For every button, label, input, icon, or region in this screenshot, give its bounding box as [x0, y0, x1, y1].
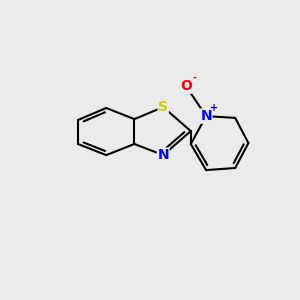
Text: O: O: [180, 79, 192, 93]
Text: N: N: [200, 109, 212, 123]
Text: S: S: [158, 100, 168, 114]
Text: N: N: [158, 148, 169, 162]
Text: -: -: [192, 73, 197, 83]
Text: +: +: [210, 103, 219, 113]
